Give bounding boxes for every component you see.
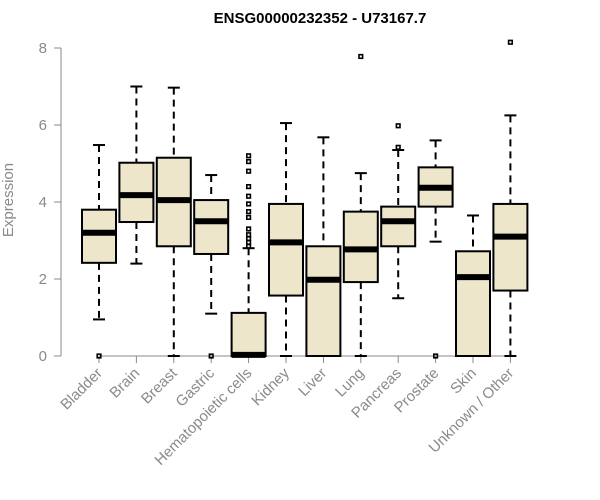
outlier-point: [507, 39, 514, 45]
box: [492, 202, 529, 292]
box: [268, 202, 304, 297]
outlier-point: [208, 353, 214, 359]
box-group: [342, 53, 379, 357]
outlier-point: [246, 209, 252, 215]
box-group: [193, 174, 230, 359]
box-group: [455, 214, 491, 357]
box: [193, 199, 230, 255]
outlier-point: [246, 168, 252, 174]
box: [305, 245, 342, 357]
outlier-point: [432, 353, 439, 359]
outlier-point: [246, 193, 252, 199]
outlier-point: [395, 123, 401, 129]
box-group: [81, 144, 117, 359]
x-tick-label: Liver: [295, 365, 330, 400]
x-tick-label: Skin: [447, 365, 480, 398]
box: [81, 208, 117, 264]
outlier-point: [246, 201, 252, 207]
outlier-point: [246, 226, 252, 232]
y-tick-label: 6: [39, 117, 47, 134]
outlier-point: [96, 353, 102, 359]
outlier-point: [246, 153, 252, 159]
outlier-point: [246, 184, 252, 190]
box-group: [417, 139, 454, 359]
outlier-point: [246, 232, 252, 238]
box-group: [118, 85, 155, 265]
y-tick-label: 0: [39, 348, 47, 365]
plot-area: [81, 39, 529, 359]
box-group: [230, 153, 267, 358]
box-group: [492, 39, 529, 357]
box-group: [155, 86, 192, 357]
outlier-point: [246, 158, 252, 165]
y-tick-label: 4: [39, 194, 47, 211]
outlier-point: [395, 144, 401, 150]
y-tick-label: 8: [39, 40, 47, 57]
y-tick-label: 2: [39, 271, 47, 288]
chart-title: ENSG00000232352 - U73167.7: [214, 10, 427, 27]
outlier-point: [358, 53, 364, 60]
box: [380, 205, 417, 248]
box: [455, 250, 491, 357]
box: [230, 311, 267, 358]
box-group: [380, 123, 417, 300]
outlier-point: [246, 214, 252, 221]
x-tick-label: Kidney: [248, 364, 293, 409]
box-group: [268, 122, 304, 357]
x-tick-label: Bladder: [57, 365, 106, 414]
box-group: [305, 136, 342, 357]
y-axis-label: Expression: [0, 163, 17, 237]
